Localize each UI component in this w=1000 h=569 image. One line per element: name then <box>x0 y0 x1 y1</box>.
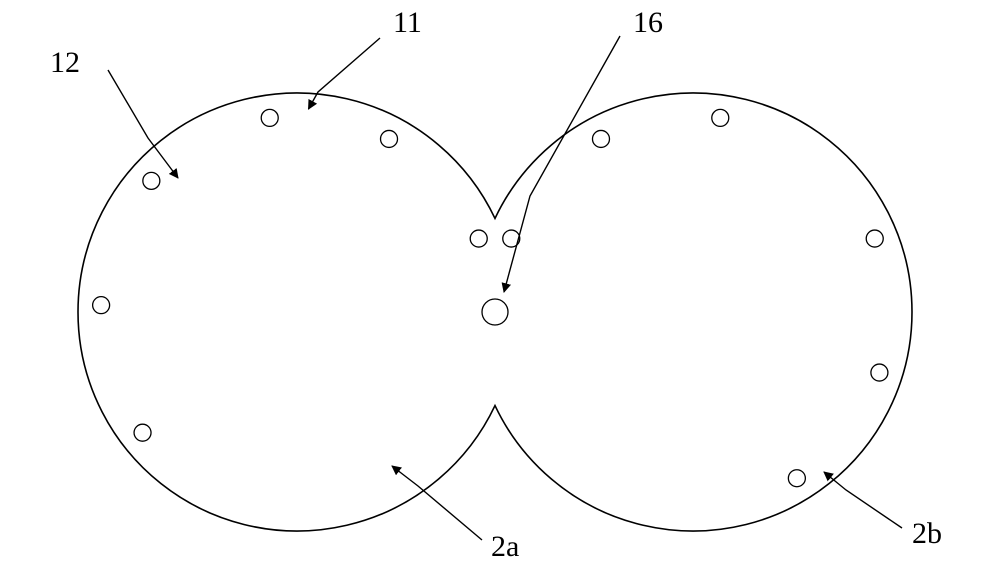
outer-outline <box>78 93 912 531</box>
bolt-hole-left-3 <box>93 297 110 314</box>
bolt-hole-left-4 <box>143 172 160 189</box>
bolt-hole-left-2 <box>134 424 151 441</box>
flange-diagram: 11 12 16 2a 2b <box>0 0 1000 569</box>
bolt-hole-right-3 <box>871 364 888 381</box>
leader-12 <box>108 70 178 178</box>
bolt-hole-left-0 <box>381 130 398 147</box>
label-2b: 2b <box>912 517 942 550</box>
label-12: 12 <box>50 46 80 79</box>
bolt-hole-right-2 <box>866 230 883 247</box>
bolt-hole-right-4 <box>788 470 805 487</box>
bolt-hole-right-5 <box>712 109 729 126</box>
bolt-hole-left-1 <box>470 230 487 247</box>
leader-16 <box>504 36 620 292</box>
label-11: 11 <box>393 6 422 39</box>
label-16: 16 <box>633 6 663 39</box>
bolt-hole-left-5 <box>261 109 278 126</box>
bolt-hole-right-1 <box>592 130 609 147</box>
leader-2b <box>824 472 902 528</box>
label-2a: 2a <box>491 530 519 563</box>
center-pin <box>482 299 508 325</box>
